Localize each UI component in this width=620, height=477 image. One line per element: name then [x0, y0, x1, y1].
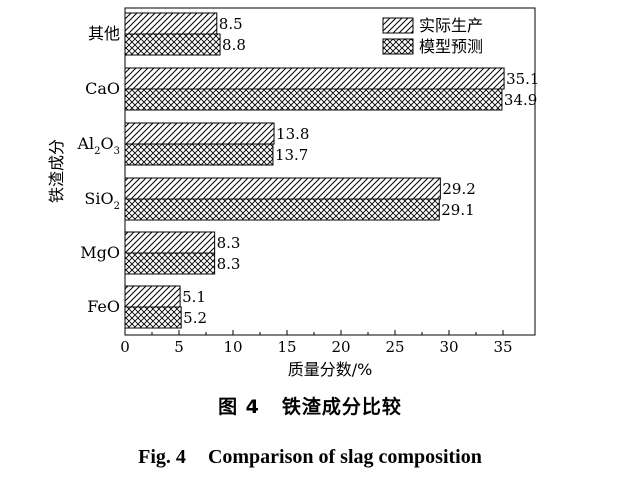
category-tick-label: SiO2 — [84, 189, 120, 212]
bar-actual-1 — [124, 67, 505, 90]
bar-predicted-5 — [124, 306, 182, 329]
data-label: 8.8 — [222, 36, 246, 54]
x-tick-label: 0 — [120, 338, 130, 356]
x-tick-label: 15 — [277, 338, 296, 356]
caption-cn-title: 铁渣成分比较 — [281, 396, 402, 418]
bar-actual-0 — [124, 12, 218, 35]
category-label-part: CaO — [85, 79, 120, 98]
data-label: 8.3 — [217, 234, 241, 252]
category-label-part: 2 — [94, 146, 100, 157]
x-tick-label: 30 — [439, 338, 458, 356]
bar-actual-5 — [124, 285, 181, 308]
data-label: 8.3 — [217, 255, 241, 273]
bar-predicted-0 — [124, 33, 221, 56]
category-label-part: 其他 — [88, 24, 120, 43]
data-label: 8.5 — [219, 15, 243, 33]
category-label-part: 2 — [114, 201, 120, 212]
caption-en-title: Comparison of slag composition — [207, 446, 482, 468]
bar-actual-4 — [124, 231, 216, 254]
data-label: 29.1 — [441, 201, 474, 219]
x-tick-label: 20 — [331, 338, 350, 356]
category-label-part: Al — [76, 134, 94, 153]
y-axis-label: 铁渣成分 — [47, 139, 66, 203]
bar-actual-2 — [124, 122, 275, 145]
legend-swatch — [382, 17, 414, 34]
category-label-part: MgO — [80, 243, 120, 262]
bar-predicted-1 — [124, 88, 503, 111]
caption-en-label: Fig. 4 — [138, 446, 186, 468]
bar-predicted-3 — [124, 198, 440, 221]
data-label: 13.8 — [276, 125, 309, 143]
bar-predicted-4 — [124, 252, 216, 275]
figure-caption-en: Fig. 4 Comparison of slag composition — [0, 446, 620, 469]
plot-frame — [124, 7, 536, 336]
bar-predicted-2 — [124, 143, 274, 166]
data-label: 34.9 — [504, 91, 537, 109]
category-tick-label: Al2O3 — [76, 134, 120, 157]
category-tick-label: MgO — [80, 243, 120, 262]
caption-cn-label: 图 4 — [218, 396, 260, 418]
category-label-part: FeO — [87, 297, 120, 316]
bar-actual-3 — [124, 177, 441, 200]
data-label: 29.2 — [442, 180, 475, 198]
x-tick-label: 10 — [223, 338, 242, 356]
bar-chart: 8.58.8其他35.134.9CaO13.813.7Al2O329.229.1… — [47, 7, 539, 379]
x-tick-label: 5 — [174, 338, 184, 356]
category-label-part: O — [101, 134, 114, 153]
category-tick-label: 其他 — [88, 24, 120, 43]
legend-label: 实际生产 — [419, 16, 483, 35]
data-label: 5.2 — [183, 309, 207, 327]
figure-caption-cn: 图 4 铁渣成分比较 — [0, 392, 620, 419]
x-tick-label: 25 — [385, 338, 404, 356]
category-tick-label: FeO — [87, 297, 120, 316]
data-label: 5.1 — [182, 288, 206, 306]
category-tick-label: CaO — [85, 79, 120, 98]
legend-swatch — [382, 38, 414, 55]
data-label: 35.1 — [506, 70, 539, 88]
category-label-part: 3 — [114, 146, 120, 157]
data-label: 13.7 — [275, 146, 308, 164]
legend-label: 模型预测 — [419, 37, 483, 56]
x-axis-label: 质量分数/% — [288, 360, 373, 379]
x-tick-label: 35 — [493, 338, 512, 356]
category-label-part: SiO — [84, 189, 113, 208]
